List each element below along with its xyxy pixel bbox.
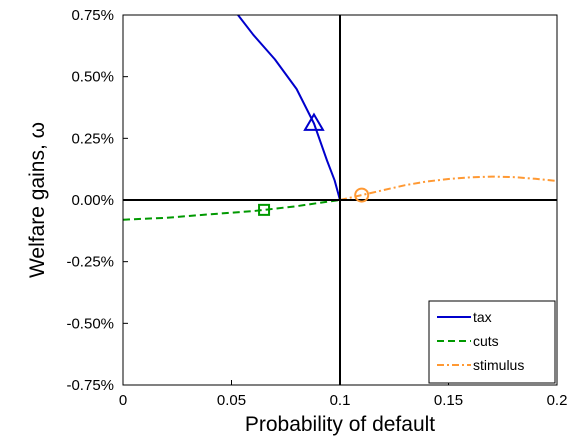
- series-line-tax: [237, 14, 341, 201]
- legend-label-cuts: cuts: [473, 333, 499, 349]
- marker-cuts: [258, 203, 271, 216]
- legend: tax cuts stimulus: [428, 300, 556, 384]
- marker-stimulus: [354, 187, 370, 203]
- legend-label-tax: tax: [473, 309, 492, 325]
- x-tick-label: 0.15: [434, 392, 463, 409]
- series-line-cuts: [122, 199, 341, 221]
- y-tick-label: -0.25%: [66, 254, 114, 271]
- y-tick-label: -0.50%: [66, 315, 114, 332]
- x-tick-label: 0.05: [217, 392, 246, 409]
- y-tick-label: 0.25%: [71, 130, 114, 147]
- plot-area-frame: [122, 14, 558, 386]
- y-tick-label: -0.75%: [66, 377, 114, 394]
- tick-layer: 0 0.05 0.1 0.15 0.2 0.75% 0.50% 0.25% 0.00% -0.25…: [66, 7, 567, 409]
- y-tick-label: 0.50%: [71, 69, 114, 86]
- reference-lines: [123, 15, 557, 385]
- series-line-stimulus: [339, 175, 558, 201]
- y-tick-label: 0.00%: [71, 192, 114, 209]
- marker-tax: [303, 112, 325, 131]
- x-tick-label: 0: [119, 392, 127, 409]
- x-tick-label: 0.1: [330, 392, 351, 409]
- y-tick-label: 0.75%: [71, 7, 114, 24]
- legend-label-stimulus: stimulus: [473, 357, 524, 373]
- x-tick-label: 0.2: [547, 392, 568, 409]
- y-axis-title: Welfare gains, ω: [26, 122, 49, 278]
- x-axis-title: Probability of default: [245, 413, 435, 436]
